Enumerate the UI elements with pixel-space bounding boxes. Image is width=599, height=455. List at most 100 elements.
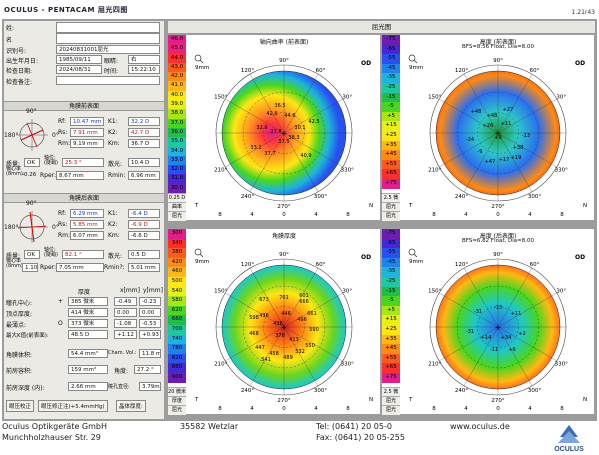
pachy-row-y: -0.23: [139, 297, 161, 306]
map-panel-br[interactable]: -75 -65 -55 -45 -35 -25 -15 -5 +5 +15 +25 +35 +45 +55…: [382, 229, 594, 415]
map-panel-tr[interactable]: -75 -65 -55 -45 -35 -25 -15 -5 +5 +15 +25 +35 +45 +55…: [382, 35, 594, 221]
scale-footer-foot2[interactable]: 屈光: [382, 396, 400, 406]
scale-footer-foot2[interactable]: 屈光: [382, 202, 400, 212]
map-value: 458: [269, 351, 279, 357]
map-spoke: [463, 326, 499, 386]
lens-thickness-button[interactable]: 晶体厚度:: [116, 400, 146, 412]
angle-label: 210°: [428, 362, 441, 368]
scale-footer-foot2[interactable]: 曲率: [168, 202, 186, 212]
map-spoke: [497, 292, 557, 328]
map-spoke: [249, 268, 285, 328]
remarks-field[interactable]: [56, 76, 160, 85]
company-tel: Tel: (0641) 20 05-0: [316, 422, 392, 431]
back-axis-label: 轴位:(陡峭): [44, 247, 58, 258]
map-spoke: [283, 74, 319, 134]
map-spoke: [225, 98, 285, 134]
scale-value: 41.0: [168, 81, 186, 91]
topography-map[interactable]: 90° 120° 60° 150° 30° 210° 330° 240° 300° 270° -31…: [403, 245, 593, 413]
scale-footer-foot3[interactable]: 屈光: [382, 211, 400, 221]
scale-value: 37.0: [168, 118, 186, 128]
id-field[interactable]: 20240831001屈光: [56, 45, 160, 54]
iop-correction-note-button[interactable]: 眼压修正注(+5.4mmHg): [38, 400, 108, 412]
map-value: +48: [487, 113, 498, 119]
color-scale[interactable]: -75 -65 -55 -45 -35 -25 -15 -5 +5 +15 +25 +35 +45 +55…: [382, 229, 402, 415]
front-axis-diagram: [16, 119, 48, 151]
map-panel-tl[interactable]: 46.0 45.0 44.0 43.0 42.0 41.0 40.0 39.0 38.0 37.0…: [168, 35, 380, 221]
map-subtitle: BFS=8.56 Float, Dia=8.00: [461, 44, 534, 50]
angle-label: 150°: [214, 289, 227, 295]
scale-footer-foot3[interactable]: 屈光: [168, 211, 186, 221]
color-scale[interactable]: 300 340 380 420 460 500 540 580 620 660 700 740 780 8…: [168, 229, 188, 415]
map-value: 32.9: [256, 125, 267, 131]
axis-tick: 4: [314, 212, 318, 218]
scale-value: 300: [168, 229, 186, 239]
eye-label: 眼睛:: [104, 58, 119, 65]
scale-footer-foot1[interactable]: 0.25 D: [168, 193, 186, 203]
zoom-label: 9mm: [195, 65, 209, 71]
angle-label: 240°: [455, 388, 468, 394]
front-header: 角膜前表面: [4, 101, 164, 111]
scale-value: +75: [382, 179, 400, 189]
map-spoke: [497, 98, 557, 134]
map-spoke: [439, 132, 499, 168]
back-ecc-value: 1.10: [22, 263, 38, 272]
topography-map[interactable]: 90°120° 60°150° 30°210° 330°240° 300°270°+48…: [403, 51, 593, 219]
map-title: 角膜厚度: [271, 233, 296, 240]
back-180-label: 180°: [4, 224, 19, 231]
map-value: 42.6: [266, 111, 277, 117]
map-value: +48: [471, 109, 482, 115]
scale-footer-foot2[interactable]: 厚度: [168, 396, 186, 406]
topography-map[interactable]: 90° 120° 60° 150° 30° 210° 330° 240° 300° 270° 673…: [189, 245, 379, 413]
map-panel-bl[interactable]: 300 340 380 420 460 500 540 580 620 660 700 740 780 8…: [168, 229, 380, 415]
map-value: 468: [249, 331, 259, 337]
back-km-value: -6.6 D: [128, 231, 160, 240]
angle-label: 30°: [556, 95, 566, 101]
color-scale[interactable]: -75 -65 -55 -45 -35 -25 -15 -5 +5 +15 +25 +35 +45 +55…: [382, 35, 402, 221]
scale-value: +35: [382, 140, 400, 151]
pachy-row-x: -1.08: [114, 319, 137, 328]
axis-tick: 4: [528, 212, 532, 218]
back-axis-diagram: [16, 211, 48, 243]
color-scale[interactable]: 46.0 45.0 44.0 43.0 42.0 41.0 40.0 39.0 38.0 37.0…: [168, 35, 188, 221]
map-value: 489: [283, 355, 293, 361]
front-rf-value: 10.47 mm: [70, 117, 104, 126]
axis-tick: 0: [282, 212, 286, 218]
topography-map[interactable]: 90° 120° 60° 150° 30° 210° 330° 240° 300° 270° 42.…: [189, 51, 379, 219]
dob-field[interactable]: 1985/09/11: [56, 55, 102, 64]
exam-date-field[interactable]: 2024/08/31: [56, 65, 102, 74]
back-k2-value: -6.9 D: [128, 220, 160, 229]
center-title: 屈光图: [168, 21, 595, 33]
scale-footer-foot3[interactable]: 屈光: [382, 405, 400, 415]
app-title: OCULUS - PENTACAM 屈光四图: [4, 6, 128, 14]
ac-depth-label: 前房深度 (内):: [6, 385, 45, 392]
lastname-field[interactable]: [56, 22, 160, 33]
angle-label: 60°: [316, 68, 326, 74]
back-rper-label: Rper:: [40, 264, 57, 271]
map-spoke: [283, 268, 319, 328]
axis-tick: 4: [464, 212, 468, 218]
angle-label: 120°: [241, 68, 254, 74]
back-k1-label: K1:: [108, 210, 118, 217]
iop-correction-button[interactable]: 眼压校正: [6, 400, 35, 412]
map-value: +17: [499, 157, 510, 163]
eye-field[interactable]: 右: [128, 55, 160, 64]
axis-tick: 0: [496, 406, 500, 412]
temporal-label: T: [194, 203, 199, 209]
angle-label: 330°: [341, 168, 354, 174]
pachy-col-y: y[mm]: [143, 287, 163, 294]
back-km-label: Km:: [108, 232, 120, 239]
map-spoke: [439, 326, 499, 362]
scale-footer-foot3[interactable]: 屈光: [168, 405, 186, 415]
pupil-value: 3.79mm: [139, 382, 161, 391]
axis-tick: 8: [218, 406, 222, 412]
time-field[interactable]: 15:22:10: [128, 65, 160, 74]
firstname-field[interactable]: [56, 33, 160, 44]
back-header: 角膜后表面: [4, 193, 164, 203]
axis-tick: 4: [528, 406, 532, 412]
angle-label: 60°: [530, 262, 540, 268]
pachy-row-thickness: 48.5 D: [68, 330, 108, 339]
chamber-value: 11.8 mm: [139, 349, 161, 358]
scale-footer-foot1[interactable]: 20 微米: [168, 387, 186, 397]
scale-value: +45: [382, 150, 400, 160]
temporal-label: T: [194, 397, 199, 403]
